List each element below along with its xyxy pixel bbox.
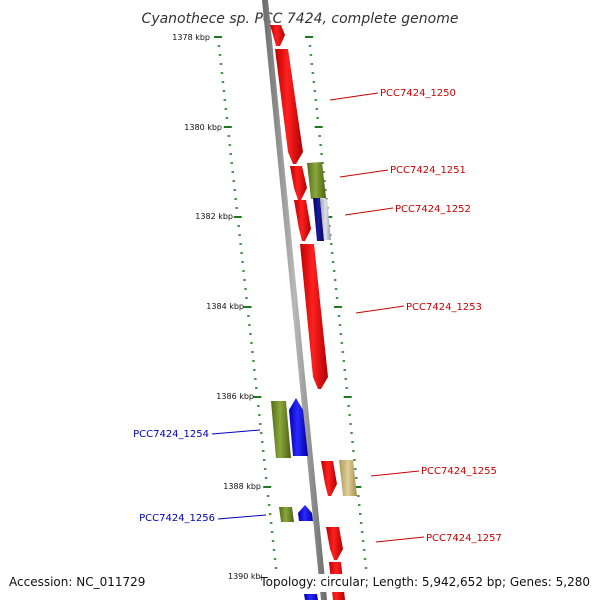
gene-label-1254[interactable]: PCC7424_1254 bbox=[133, 429, 209, 440]
gene-1253[interactable] bbox=[300, 244, 328, 389]
gene-1254[interactable] bbox=[271, 401, 291, 458]
leader-1256 bbox=[217, 514, 267, 520]
gene-1252-red[interactable] bbox=[294, 200, 311, 241]
gene-label-1255[interactable]: PCC7424_1255 bbox=[421, 466, 497, 477]
gene-1256-blue[interactable] bbox=[298, 505, 313, 521]
gene-label-1253[interactable]: PCC7424_1253 bbox=[406, 302, 482, 313]
gene-label-1252[interactable]: PCC7424_1252 bbox=[395, 204, 471, 215]
tick-label: 1386 kbp bbox=[216, 392, 254, 401]
gene-label-1250[interactable]: PCC7424_1250 bbox=[380, 88, 456, 99]
gene-label-1251[interactable]: PCC7424_1251 bbox=[390, 165, 466, 176]
footer-summary-bg bbox=[262, 574, 592, 592]
leader-1250 bbox=[329, 92, 379, 101]
accession-text: Accession: NC_011729 bbox=[9, 575, 145, 589]
tick-label: 1378 kbp bbox=[172, 33, 210, 42]
genome-summary-text: Topology: circular; Length: 5,942,652 bp… bbox=[259, 575, 590, 589]
tick-label: 1390 kbp bbox=[228, 572, 266, 581]
tick-labels: 1378 kbp 1380 kbp 1382 kbp 1384 kbp 1386… bbox=[172, 33, 265, 581]
tick-label: 1380 kbp bbox=[184, 123, 222, 132]
leader-1254 bbox=[211, 429, 261, 435]
tick-label: 1388 kbp bbox=[223, 482, 261, 491]
leader-1251 bbox=[339, 169, 389, 178]
gene-1250[interactable] bbox=[275, 49, 303, 164]
map-title: Cyanothece sp. PCC 7424, complete genome bbox=[142, 11, 459, 27]
genome-backbone bbox=[262, 0, 327, 600]
gene-label-1257[interactable]: PCC7424_1257 bbox=[426, 533, 502, 544]
gene-1257[interactable] bbox=[326, 527, 343, 560]
leader-1255 bbox=[370, 470, 420, 477]
tick-label: 1384 kbp bbox=[206, 302, 244, 311]
leader-1253 bbox=[355, 305, 405, 314]
gene-1255-red[interactable] bbox=[321, 461, 337, 496]
gene-1251[interactable] bbox=[307, 162, 326, 199]
leader-1257 bbox=[375, 536, 425, 543]
gene-1255[interactable] bbox=[339, 460, 357, 496]
gene-1249[interactable] bbox=[270, 25, 285, 46]
gene-labels: PCC7424_1250 PCC7424_1251 PCC7424_1252 P… bbox=[133, 88, 502, 544]
tick-label: 1382 kbp bbox=[195, 212, 233, 221]
reverse-strand-genes bbox=[271, 398, 318, 600]
gene-label-1256[interactable]: PCC7424_1256 bbox=[139, 513, 215, 524]
gene-1254-blue[interactable] bbox=[289, 398, 308, 456]
gene-1256[interactable] bbox=[279, 507, 294, 522]
label-leaders bbox=[211, 92, 425, 543]
gene-1252[interactable] bbox=[320, 199, 331, 240]
gene-1252-navy[interactable] bbox=[313, 198, 324, 241]
gene-1251-red[interactable] bbox=[290, 166, 307, 200]
leader-1252 bbox=[344, 207, 394, 216]
gene-bottom-blue[interactable] bbox=[304, 594, 318, 600]
